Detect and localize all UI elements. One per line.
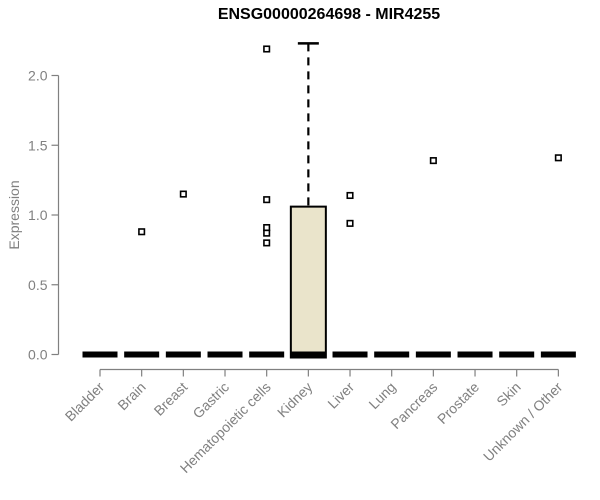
outlier-point: [263, 45, 271, 53]
x-category-label: Lung: [365, 379, 398, 412]
collapsed-box: [207, 351, 243, 358]
collapsed-box: [415, 351, 451, 358]
collapsed-box: [457, 351, 493, 358]
x-category-label: Brain: [114, 379, 148, 413]
outlier-point: [263, 224, 271, 232]
y-tick-label: 2.0: [28, 68, 48, 84]
outlier-point: [263, 196, 271, 204]
outlier-point: [138, 228, 146, 236]
outlier-point: [429, 157, 437, 165]
x-category-label: Unknown / Other: [480, 379, 566, 465]
collapsed-box: [82, 351, 118, 358]
x-category-label: Liver: [324, 379, 357, 412]
y-tick-label: 0.5: [28, 277, 48, 293]
x-category-label: Kidney: [274, 379, 316, 421]
outlier-point: [346, 191, 354, 200]
collapsed-box: [499, 351, 535, 358]
collapsed-box: [374, 351, 410, 358]
y-tick-label: 1.0: [28, 207, 48, 223]
collapsed-box: [249, 351, 285, 358]
x-category-label: Skin: [493, 379, 524, 410]
collapsed-box: [332, 351, 368, 358]
box: [289, 205, 327, 359]
y-tick-label: 0.0: [28, 347, 48, 363]
collapsed-box: [165, 351, 201, 358]
collapsed-box: [540, 351, 576, 358]
x-category-label: Prostate: [434, 379, 482, 427]
outlier-point: [263, 229, 271, 237]
y-tick-label: 1.5: [28, 137, 48, 153]
outlier-point: [554, 154, 562, 162]
x-category-label: Bladder: [62, 379, 108, 425]
collapsed-box: [124, 351, 160, 358]
outlier-point: [263, 239, 271, 247]
outlier-point: [346, 219, 354, 227]
chart-title: ENSG00000264698 - MIR4255: [217, 6, 441, 23]
median-bar: [290, 351, 326, 358]
outlier-point: [179, 190, 187, 198]
x-category-label: Breast: [151, 379, 191, 419]
